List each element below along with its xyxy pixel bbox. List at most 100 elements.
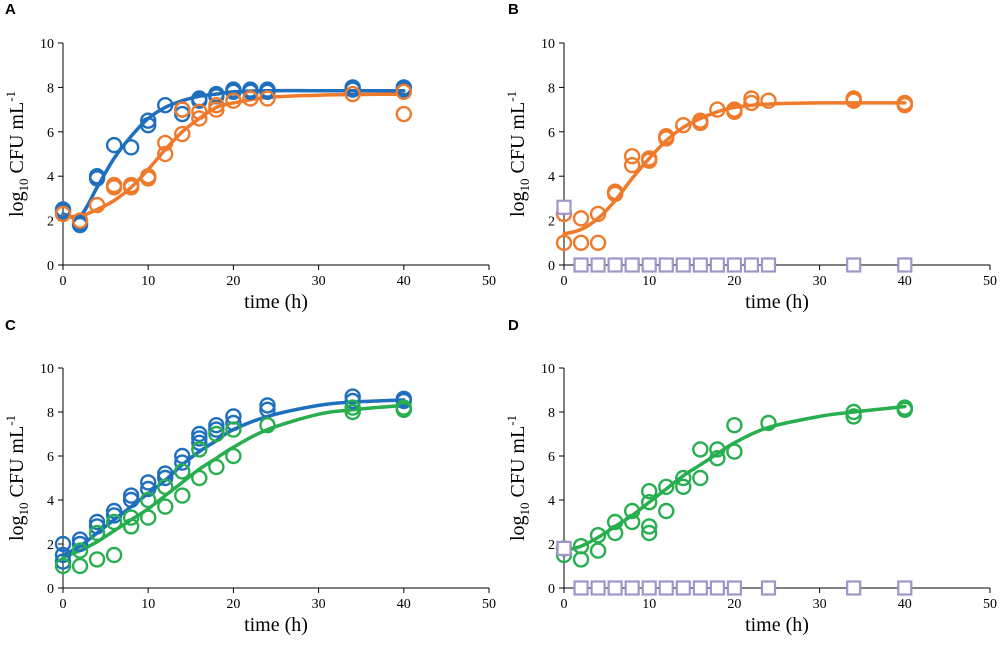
data-point-green (157, 478, 174, 495)
y-tick-label: 8 (47, 406, 54, 421)
panel-letter: C (5, 317, 16, 334)
panel-letter: A (5, 1, 16, 18)
data-point-purple-square (897, 257, 913, 273)
data-point-green (395, 401, 412, 418)
data-point-purple-square (675, 580, 691, 596)
y-axis-title-sup: -1 (504, 415, 519, 426)
data-point-purple-square (846, 257, 862, 273)
data-point-green (692, 441, 709, 458)
data-point-blue (225, 83, 242, 101)
data-point-orange (709, 101, 726, 118)
y-axis-title-rest: CFU mL (507, 102, 529, 179)
data-point-green (709, 441, 726, 458)
data-point-blue (71, 535, 89, 553)
data-point-purple-square (675, 257, 691, 273)
x-tick-label: 50 (482, 274, 496, 289)
data-point-green (675, 469, 692, 487)
y-axis-title-rest: CFU mL (6, 426, 28, 503)
panel-letter: B (508, 1, 519, 18)
data-point-blue (71, 531, 89, 548)
x-tick-label: 10 (141, 597, 155, 612)
data-point-green (845, 408, 862, 425)
y-tick-label: 6 (47, 126, 54, 141)
data-point-green (760, 414, 777, 432)
x-tick-label: 40 (898, 597, 912, 612)
data-point-purple-square (573, 580, 589, 596)
data-point-blue (88, 518, 106, 535)
data-point-orange (589, 205, 607, 223)
data-point-blue (344, 388, 361, 405)
data-point-blue (395, 392, 412, 410)
data-point-blue (122, 487, 140, 504)
data-point-blue (242, 83, 259, 101)
data-point-orange (71, 212, 89, 229)
data-point-blue (174, 447, 191, 465)
data-point-purple-square (709, 257, 725, 273)
y-tick-label: 0 (47, 582, 54, 597)
data-point-orange (191, 103, 208, 121)
data-point-orange (589, 234, 607, 252)
data-point-purple-square (590, 257, 606, 273)
fit-curve-orange (562, 101, 907, 236)
data-point-orange (54, 205, 72, 223)
y-tick-label: 8 (548, 81, 555, 96)
data-point-blue (122, 491, 140, 509)
y-axis-title-rest: CFU mL (6, 102, 28, 179)
y-tick-label: 2 (47, 215, 54, 230)
data-point-green (658, 502, 675, 520)
data-point-green (122, 518, 140, 535)
y-tick-label: 4 (47, 494, 54, 509)
data-point-green (174, 487, 191, 504)
data-point-blue (191, 425, 208, 443)
data-point-orange (606, 183, 624, 200)
data-point-purple-square (641, 257, 657, 273)
data-point-green (641, 524, 658, 542)
y-tick-label: 0 (548, 259, 555, 274)
data-point-orange (726, 103, 743, 121)
x-tick-label: 20 (226, 597, 240, 612)
y-tick-label: 10 (541, 362, 555, 377)
data-point-blue (344, 392, 361, 410)
data-point-orange (760, 92, 777, 109)
data-point-orange (139, 167, 157, 185)
y-tick-label: 2 (47, 538, 54, 553)
data-point-purple-square (760, 257, 777, 273)
data-point-purple-square (726, 580, 743, 596)
data-point-purple-square (709, 580, 725, 596)
data-point-blue (105, 507, 123, 524)
data-point-purple-square (624, 580, 640, 596)
data-point-green (88, 551, 106, 568)
data-point-orange (208, 101, 225, 118)
data-point-orange (208, 96, 225, 114)
x-axis-title: time (h) (745, 291, 809, 313)
data-point-orange (174, 101, 191, 118)
y-axis-title-sup: -1 (3, 91, 18, 102)
x-tick-label: 40 (898, 274, 912, 289)
x-tick-label: 0 (60, 597, 67, 612)
data-point-green (71, 542, 89, 559)
y-tick-label: 10 (40, 37, 54, 52)
y-axis-title-base: log (507, 191, 529, 217)
x-tick-label: 40 (397, 597, 411, 612)
data-point-blue (54, 535, 72, 553)
data-point-green (208, 458, 225, 476)
data-point-purple-square (658, 257, 674, 273)
y-axis-title-base: log (6, 191, 28, 217)
data-point-orange (743, 94, 760, 112)
data-point-blue (191, 430, 208, 447)
data-point-green (726, 417, 743, 434)
data-point-green (174, 463, 191, 480)
data-point-blue (157, 469, 174, 487)
y-axis-title-base: log (6, 515, 28, 541)
x-tick-label: 10 (141, 274, 155, 289)
data-point-blue (105, 502, 123, 520)
y-tick-label: 10 (541, 37, 555, 52)
y-axis-title: log10 CFU mL-1 (504, 415, 532, 541)
data-point-green (139, 509, 157, 526)
x-axis-title: time (h) (745, 614, 809, 636)
data-point-green (896, 401, 913, 418)
y-axis-title-rest: CFU mL (507, 426, 529, 503)
data-point-orange (896, 96, 913, 114)
data-point-green (589, 542, 607, 559)
